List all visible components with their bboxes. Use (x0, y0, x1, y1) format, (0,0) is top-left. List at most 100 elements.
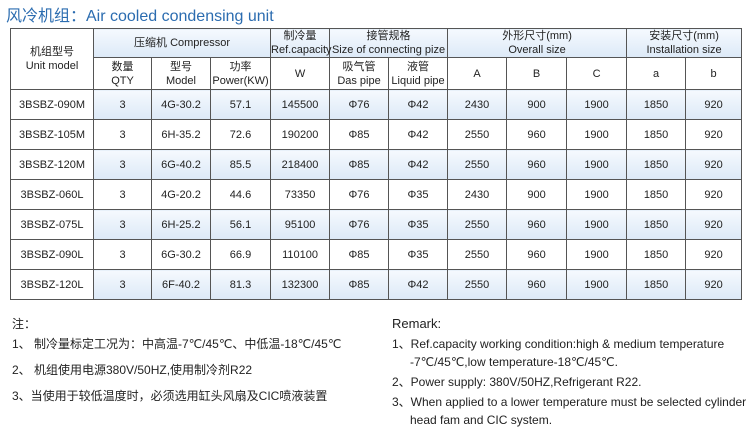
table-cell: 2550 (447, 239, 508, 270)
table-cell: 2550 (447, 119, 508, 150)
table-cell: 920 (685, 119, 743, 150)
header-unit-model: 机组型号 Unit model (10, 28, 94, 90)
table-cell: 6G-30.2 (151, 239, 211, 270)
table-cell: Φ85 (329, 119, 390, 150)
table-row: 3BSBZ-075L 3 6H-25.2 56.1 95100 Φ76 Φ35 2550 960… (10, 209, 743, 240)
table-cell: 1900 (566, 179, 628, 210)
table-cell: 2550 (447, 209, 508, 240)
table-row: 3BSBZ-105M 3 6H-35.2 72.6 190200 Φ85 Φ42 2550 96… (10, 119, 743, 150)
header-C: C (566, 57, 628, 90)
table-cell: 56.1 (209, 209, 272, 240)
table-cell: Φ35 (388, 179, 449, 210)
table-cell: 900 (506, 89, 568, 120)
table-cell: 1850 (626, 179, 687, 210)
table-cell: 1850 (626, 269, 687, 300)
table-cell: 920 (685, 149, 743, 180)
table-cell: Φ85 (329, 239, 390, 270)
table-cell: 3 (93, 119, 152, 150)
table-cell: 1850 (626, 89, 687, 120)
table-cell: Φ35 (388, 239, 449, 270)
notes-chinese: 注： 1、 制冷量标定工况为：中高温-7℃/45℃、中低温-18℃/45℃ 2、… (12, 316, 341, 404)
table-row: 3BSBZ-090L 3 6G-30.2 66.9 110100 Φ85 Φ35 2550 96… (10, 239, 743, 270)
table-cell: 2430 (447, 179, 508, 210)
table-cell: 900 (506, 179, 568, 210)
header-a: a (626, 57, 687, 90)
notes-english: Remark: 1、Ref.capacity working condition… (392, 316, 746, 428)
header-compressor: 压缩机 Compressor (92, 28, 272, 58)
table-cell: 3 (93, 209, 152, 240)
header-liquid: 液管 Liquid pipe (388, 57, 449, 90)
table-cell: 218400 (270, 149, 331, 180)
table-cell: 1900 (566, 239, 628, 270)
table-cell: 1900 (566, 269, 628, 300)
table-row: 3BSBZ-120L 3 6F-40.2 81.3 132300 Φ85 Φ42 2550 96… (10, 269, 743, 300)
table-cell: 3 (93, 149, 152, 180)
table-cell: 1900 (566, 209, 628, 240)
table-cell: 132300 (270, 269, 331, 300)
table-cell: Φ76 (329, 89, 390, 120)
table-cell: 920 (685, 209, 743, 240)
table-cell: 81.3 (209, 269, 272, 300)
table-cell: 960 (506, 209, 568, 240)
header-das: 吸气管 Das pipe (329, 57, 390, 90)
table-cell: 4G-30.2 (151, 89, 211, 120)
table-cell: 145500 (270, 89, 331, 120)
table-cell: 1850 (626, 239, 687, 270)
table-cell: 3 (93, 269, 152, 300)
table-row: 3BSBZ-060L 3 4G-20.2 44.6 73350 Φ76 Φ35 2430 900… (10, 179, 743, 210)
note-en-3: 3、When applied to a lower temperature mu… (392, 395, 747, 409)
note-en-1-cont: -7℃/45℃,low temperature-18℃/45℃. (410, 355, 618, 369)
table-cell: 1900 (566, 149, 628, 180)
table-cell: 1900 (566, 89, 628, 120)
table-cell: 920 (685, 89, 743, 120)
header-pipe: 接管规格 Size of connecting pize (329, 28, 449, 58)
table-cell: 6F-40.2 (151, 269, 211, 300)
table-cell: 1850 (626, 119, 687, 150)
table-cell: Φ35 (388, 209, 449, 240)
header-model: 型号 Model (151, 57, 211, 90)
note-en-1: 1、Ref.capacity working condition:high & … (392, 337, 725, 351)
table-cell: 3BSBZ-090L (10, 239, 94, 270)
note-cn-3: 3、当使用于较低温度时，必须选用缸头风扇及CIC喷液装置 (12, 389, 328, 403)
table-cell: 3BSBZ-120M (10, 149, 94, 180)
table-cell: 3BSBZ-120L (10, 269, 94, 300)
table-cell: Φ85 (329, 149, 390, 180)
table-cell: 960 (506, 149, 568, 180)
table-cell: 72.6 (209, 119, 272, 150)
table-cell: 1850 (626, 149, 687, 180)
table-cell: 6H-25.2 (151, 209, 211, 240)
table-cell: 73350 (270, 179, 331, 210)
table-row: 3BSBZ-090M 3 4G-30.2 57.1 145500 Φ76 Φ42 2430 90… (10, 89, 743, 120)
header-overall: 外形尺寸(mm) Overall size (447, 28, 628, 58)
table-cell: 3 (93, 89, 152, 120)
table-cell: 2550 (447, 269, 508, 300)
table-cell: 2430 (447, 89, 508, 120)
table-cell: 3BSBZ-060L (10, 179, 94, 210)
table-cell: Φ42 (388, 119, 449, 150)
table-cell: 3BSBZ-075L (10, 209, 94, 240)
note-cn-2: 2、 机组使用电源380V/50HZ,使用制冷剂R22 (12, 363, 253, 377)
header-install: 安装尺寸(mm) Installation size (626, 28, 743, 58)
table-cell: 110100 (270, 239, 331, 270)
table-cell: 920 (685, 239, 743, 270)
note-en-3-cont: head fam and CIC system. (410, 413, 553, 427)
table-cell: 95100 (270, 209, 331, 240)
table-cell: Φ42 (388, 149, 449, 180)
table-cell: 4G-20.2 (151, 179, 211, 210)
notes-en-heading: Remark: (392, 316, 442, 331)
header-qty: 数量 QTY (93, 57, 152, 90)
table-cell: 1850 (626, 209, 687, 240)
table-cell: Φ42 (388, 269, 449, 300)
table-cell: 960 (506, 269, 568, 300)
note-cn-1: 1、 制冷量标定工况为：中高温-7℃/45℃、中低温-18℃/45℃ (12, 337, 342, 351)
table-cell: Φ85 (329, 269, 390, 300)
note-en-2: 2、Power supply: 380V/50HZ,Refrigerant R2… (392, 375, 642, 389)
table-cell: 960 (506, 239, 568, 270)
notes-cn-heading: 注： (12, 317, 37, 331)
table-row: 3BSBZ-120M 3 6G-40.2 85.5 218400 Φ85 Φ42 2550 96… (10, 149, 743, 180)
table-cell: 2550 (447, 149, 508, 180)
header-b: b (685, 57, 743, 90)
table-cell: 3 (93, 239, 152, 270)
header-B: B (506, 57, 568, 90)
table-cell: 1900 (566, 119, 628, 150)
